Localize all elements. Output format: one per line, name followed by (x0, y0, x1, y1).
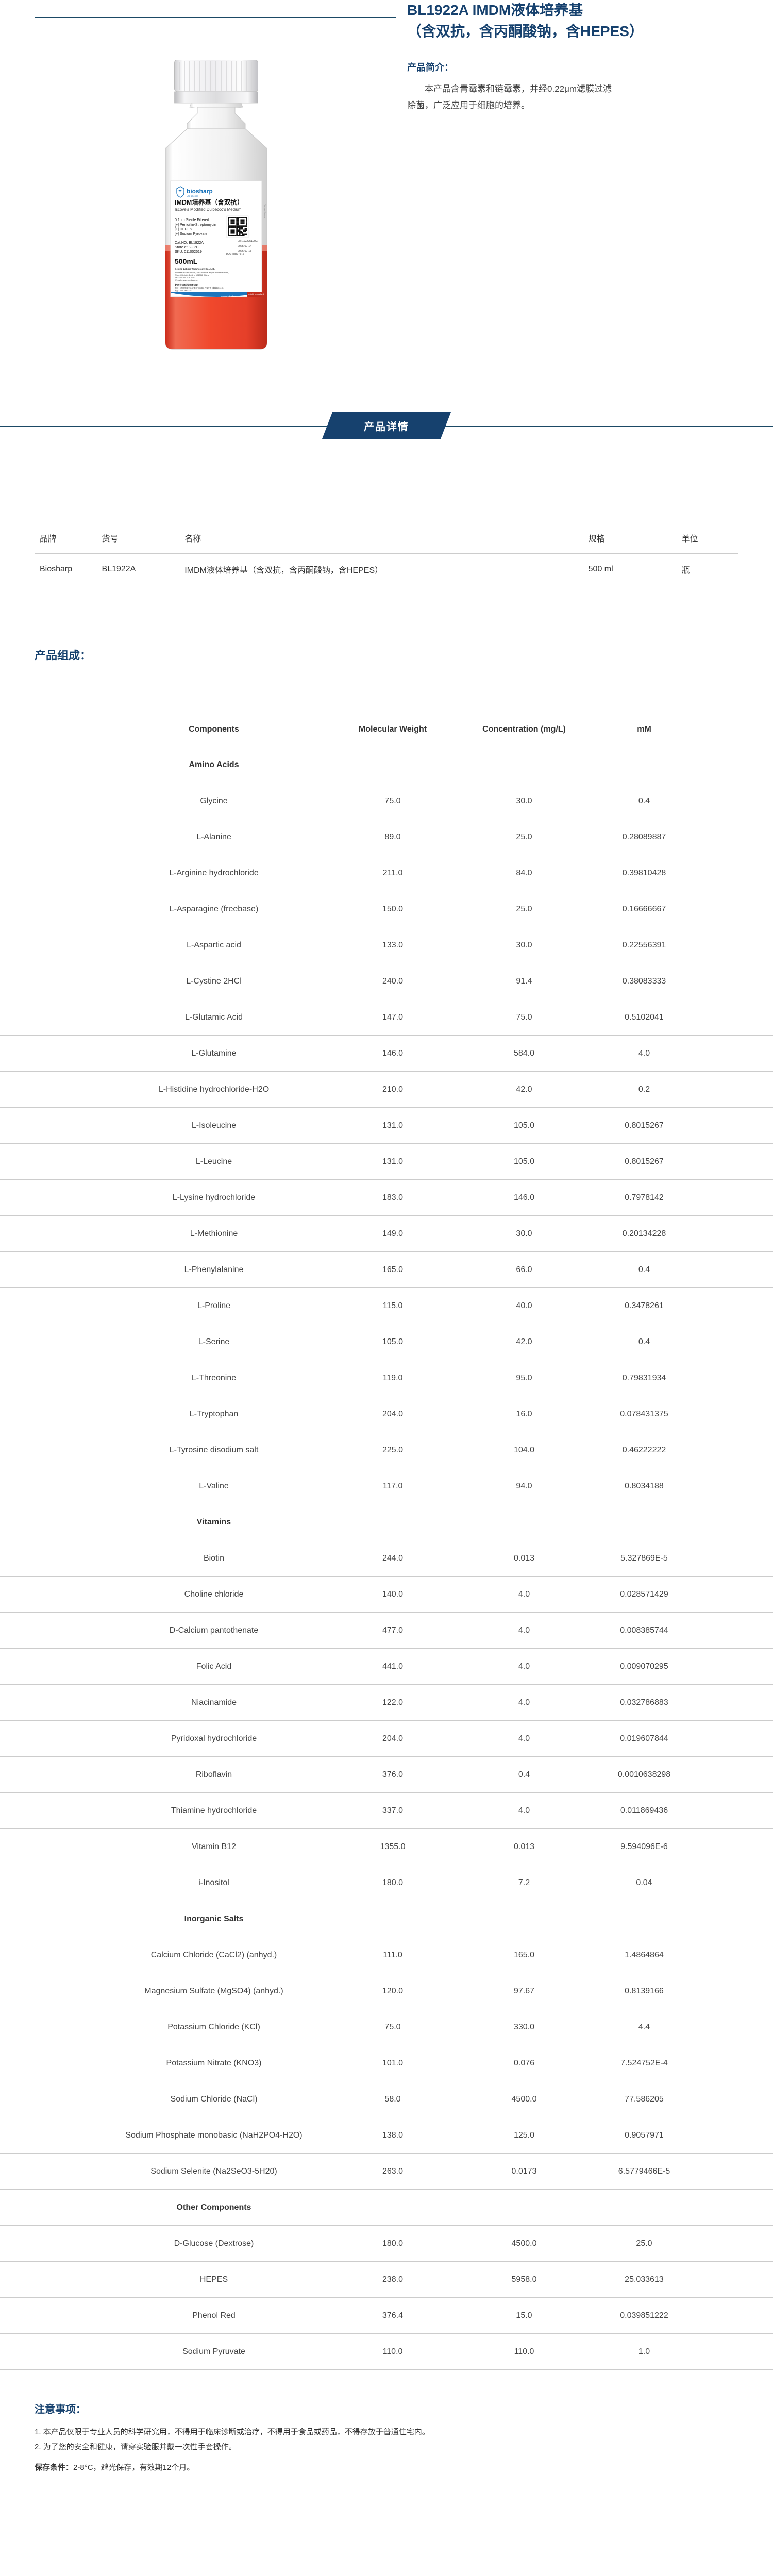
svg-text:Beijing Labgic Technology Co.,: Beijing Labgic Technology Co., Ltd. (175, 268, 215, 270)
svg-text:2025-07-14: 2025-07-14 (238, 245, 251, 248)
svg-text:[+] Penicillin-Streptomycin: [+] Penicillin-Streptomycin (175, 223, 216, 227)
svg-text:Website:www.biosharp.cn: Website:www.biosharp.cn (175, 279, 198, 281)
svg-text:[+] HEPES: [+] HEPES (175, 228, 192, 231)
svg-text:P25000021903: P25000021903 (226, 253, 244, 256)
svg-text:0.1μm Sterile Filtered: 0.1μm Sterile Filtered (175, 218, 209, 222)
svg-text:Iscove's Modified Dulbecco's M: Iscove's Modified Dulbecco's Medium (175, 207, 242, 212)
svg-text:[+] Sodium Pyruvate: [+] Sodium Pyruvate (175, 232, 207, 236)
svg-text:北京立陆科技有限公司: 北京立陆科技有限公司 (175, 283, 198, 287)
svg-text:Life science: Life science (187, 195, 198, 197)
svg-text:地址：北京市顺义区空港工业区B区四街9号（邮编101318）: 地址：北京市顺义区空港工业区B区四街9号（邮编101318） (175, 286, 225, 289)
svg-text:电话：400-608-7212: 电话：400-608-7212 (175, 289, 192, 292)
svg-text:Cat.NO: BL1922A: Cat.NO: BL1922A (175, 241, 204, 245)
svg-text:www.biosharp.cn: www.biosharp.cn (221, 295, 242, 298)
svg-text:2026-07-13: 2026-07-13 (238, 250, 251, 253)
svg-text:500mL: 500mL (175, 257, 198, 265)
svg-text:Lot 112295190C: Lot 112295190C (238, 240, 258, 243)
svg-text:Tamper Evident: Tamper Evident (264, 204, 266, 219)
svg-text:biosharp: biosharp (187, 188, 213, 195)
svg-text:Store at: 2-8°C: Store at: 2-8°C (175, 245, 198, 249)
svg-text:IMDM培养基（含双抗）: IMDM培养基（含双抗） (175, 198, 243, 206)
svg-text:SKU: 011002519: SKU: 011002519 (175, 250, 202, 254)
svg-text:Rabbit Standard: Rabbit Standard (248, 293, 264, 296)
